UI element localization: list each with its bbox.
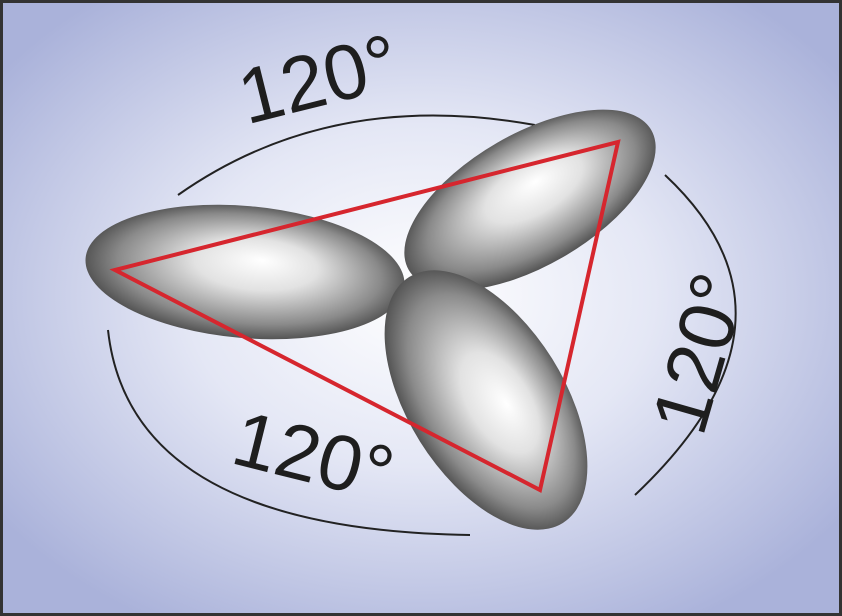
triangle <box>109 139 621 493</box>
orbital-lobe <box>384 270 588 530</box>
arc-right <box>634 174 737 496</box>
arc-top <box>177 114 536 196</box>
orbital-lobe <box>404 109 656 291</box>
angle-arcs <box>107 114 737 536</box>
arc-bottom <box>107 329 471 536</box>
orbital-lobe <box>85 204 405 340</box>
